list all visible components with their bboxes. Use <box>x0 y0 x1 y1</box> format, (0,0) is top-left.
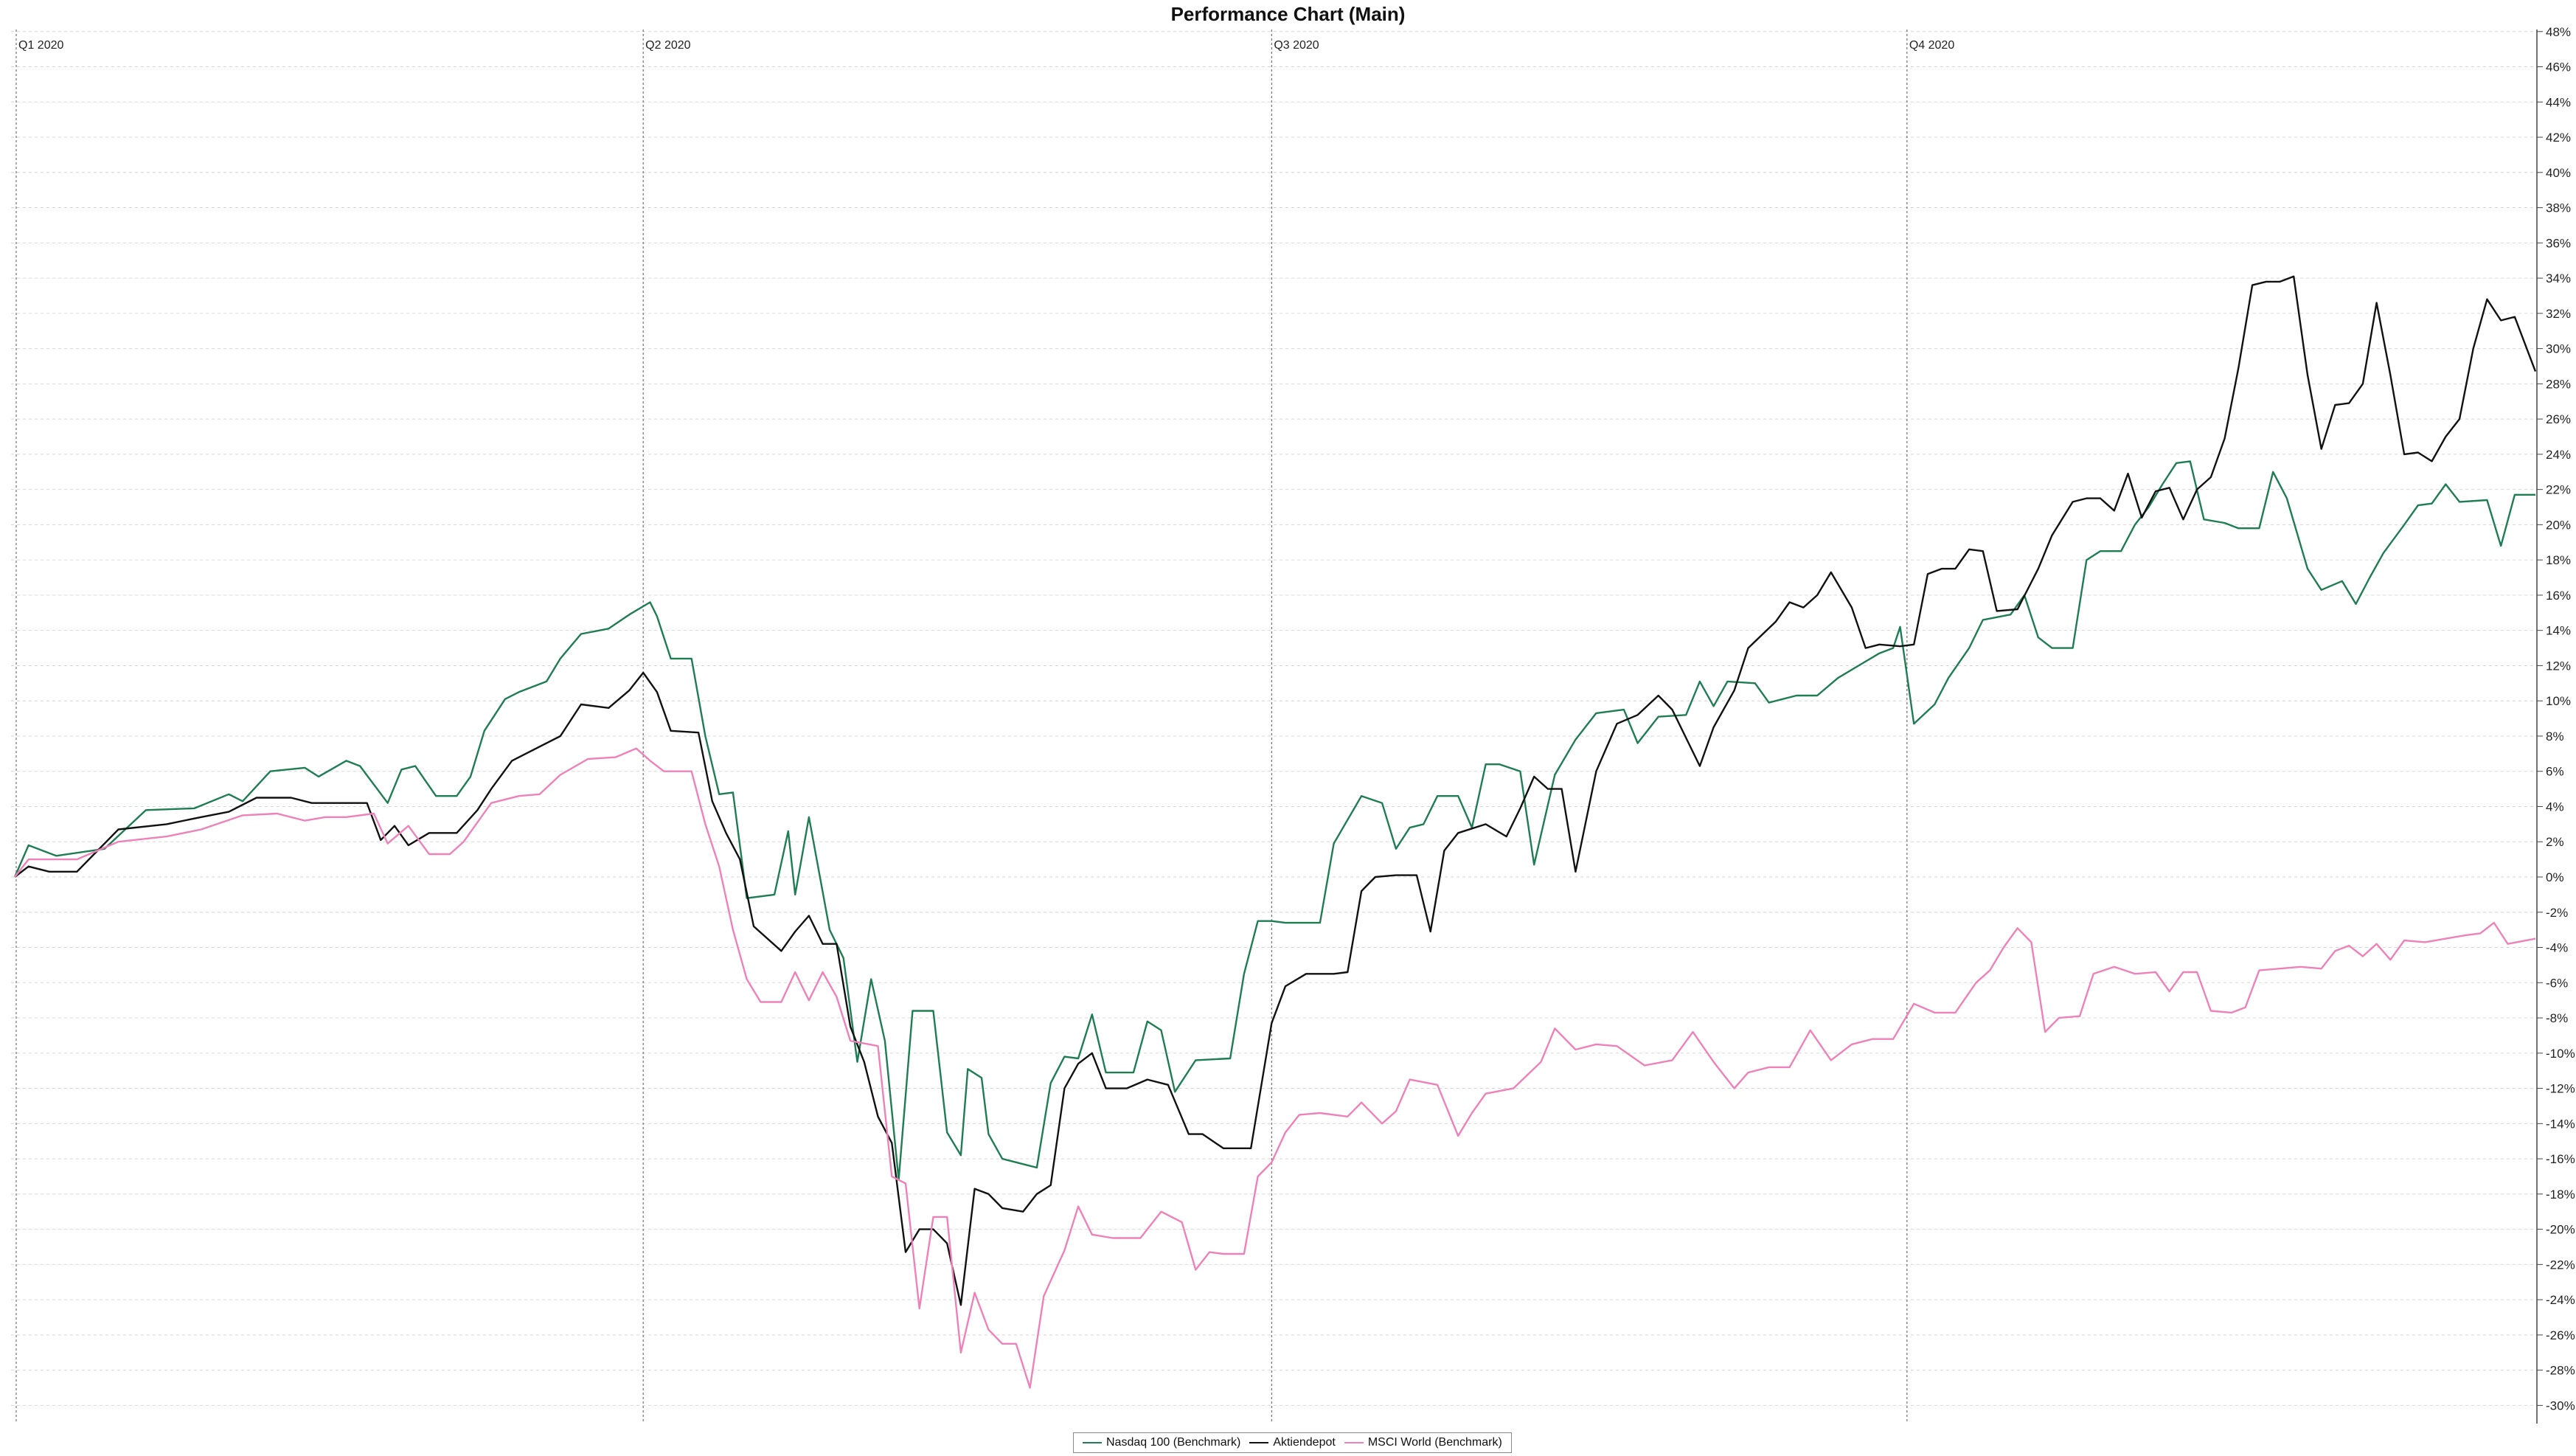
legend-swatch <box>1344 1442 1364 1443</box>
y-tick-label: -30% <box>2546 1398 2575 1412</box>
y-tick-label: 46% <box>2546 60 2571 74</box>
quarter-markers: Q1 2020 Q2 2020 Q3 2020 Q4 2020 <box>15 30 1954 1424</box>
quarter-label: Q2 2020 <box>645 39 690 52</box>
series-line-msci-world-benchmark <box>14 747 2536 1389</box>
y-tick-label: 30% <box>2546 342 2571 356</box>
y-tick-label: -6% <box>2546 976 2568 990</box>
legend-item: Aktiendepot <box>1249 1436 1336 1449</box>
chart-title: Performance Chart (Main) <box>1170 3 1406 25</box>
y-tick-label: 40% <box>2546 166 2571 180</box>
y-tick-label: 4% <box>2546 800 2564 814</box>
legend-label: Aktiendepot <box>1273 1436 1336 1449</box>
y-tick-label: 48% <box>2546 25 2571 39</box>
y-tick-label: 44% <box>2546 95 2571 109</box>
y-tick-label: 20% <box>2546 518 2571 532</box>
y-axis: 48% 46% 44% 42% 40% 38% 36% 34% 32% 30% 28% 26% 24% 2… <box>2536 25 2575 1424</box>
grid-lines <box>11 31 2537 1406</box>
series-line-aktiendepot <box>14 275 2537 1306</box>
y-tick-label: -20% <box>2546 1223 2575 1237</box>
y-tick-label: 26% <box>2546 412 2571 426</box>
y-tick-label: -12% <box>2546 1082 2575 1096</box>
y-tick-label: -26% <box>2546 1328 2575 1342</box>
y-tick-label: 36% <box>2546 236 2571 250</box>
y-tick-label: 38% <box>2546 201 2571 215</box>
series-lines <box>13 275 2537 1389</box>
y-tick-label: 6% <box>2546 765 2564 779</box>
y-tick-label: -18% <box>2546 1188 2575 1202</box>
y-tick-label: 10% <box>2546 694 2571 708</box>
y-tick-label: 2% <box>2546 835 2564 849</box>
legend-item: MSCI World (Benchmark) <box>1344 1436 1502 1449</box>
y-tick-label: 14% <box>2546 624 2571 638</box>
quarter-label: Q3 2020 <box>1274 39 1319 52</box>
y-tick-label: 28% <box>2546 377 2571 391</box>
y-tick-label: -4% <box>2546 941 2568 955</box>
y-tick-label: -10% <box>2546 1047 2575 1061</box>
legend-swatch <box>1249 1442 1269 1443</box>
y-tick-label: 24% <box>2546 448 2571 462</box>
y-tick-label: 32% <box>2546 307 2571 321</box>
y-tick-label: 34% <box>2546 271 2571 285</box>
y-tick-label: 12% <box>2546 659 2571 673</box>
legend: Nasdaq 100 (Benchmark) Aktiendepot MSCI Wo… <box>1073 1432 1512 1453</box>
y-tick-label: 8% <box>2546 729 2564 743</box>
series-line-nasdaq-100-benchmark <box>13 460 2535 1181</box>
legend-swatch <box>1083 1442 1102 1443</box>
quarter-label: Q1 2020 <box>18 39 63 52</box>
y-tick-label: 18% <box>2546 553 2571 567</box>
quarter-label: Q4 2020 <box>1909 39 1954 52</box>
y-tick-label: 22% <box>2546 483 2571 497</box>
y-tick-label: 42% <box>2546 131 2571 145</box>
y-tick-label: -2% <box>2546 906 2568 920</box>
legend-label: MSCI World (Benchmark) <box>1367 1436 1502 1449</box>
y-tick-label: -14% <box>2546 1117 2575 1131</box>
y-tick-label: 0% <box>2546 870 2564 884</box>
legend-item: Nasdaq 100 (Benchmark) <box>1083 1436 1240 1449</box>
y-tick-label: -22% <box>2546 1258 2575 1272</box>
y-tick-label: -16% <box>2546 1152 2575 1166</box>
y-tick-label: -8% <box>2546 1011 2568 1025</box>
legend-label: Nasdaq 100 (Benchmark) <box>1106 1436 1241 1449</box>
y-tick-label: 16% <box>2546 589 2571 603</box>
y-tick-label: -24% <box>2546 1293 2575 1307</box>
y-tick-label: -28% <box>2546 1364 2575 1378</box>
